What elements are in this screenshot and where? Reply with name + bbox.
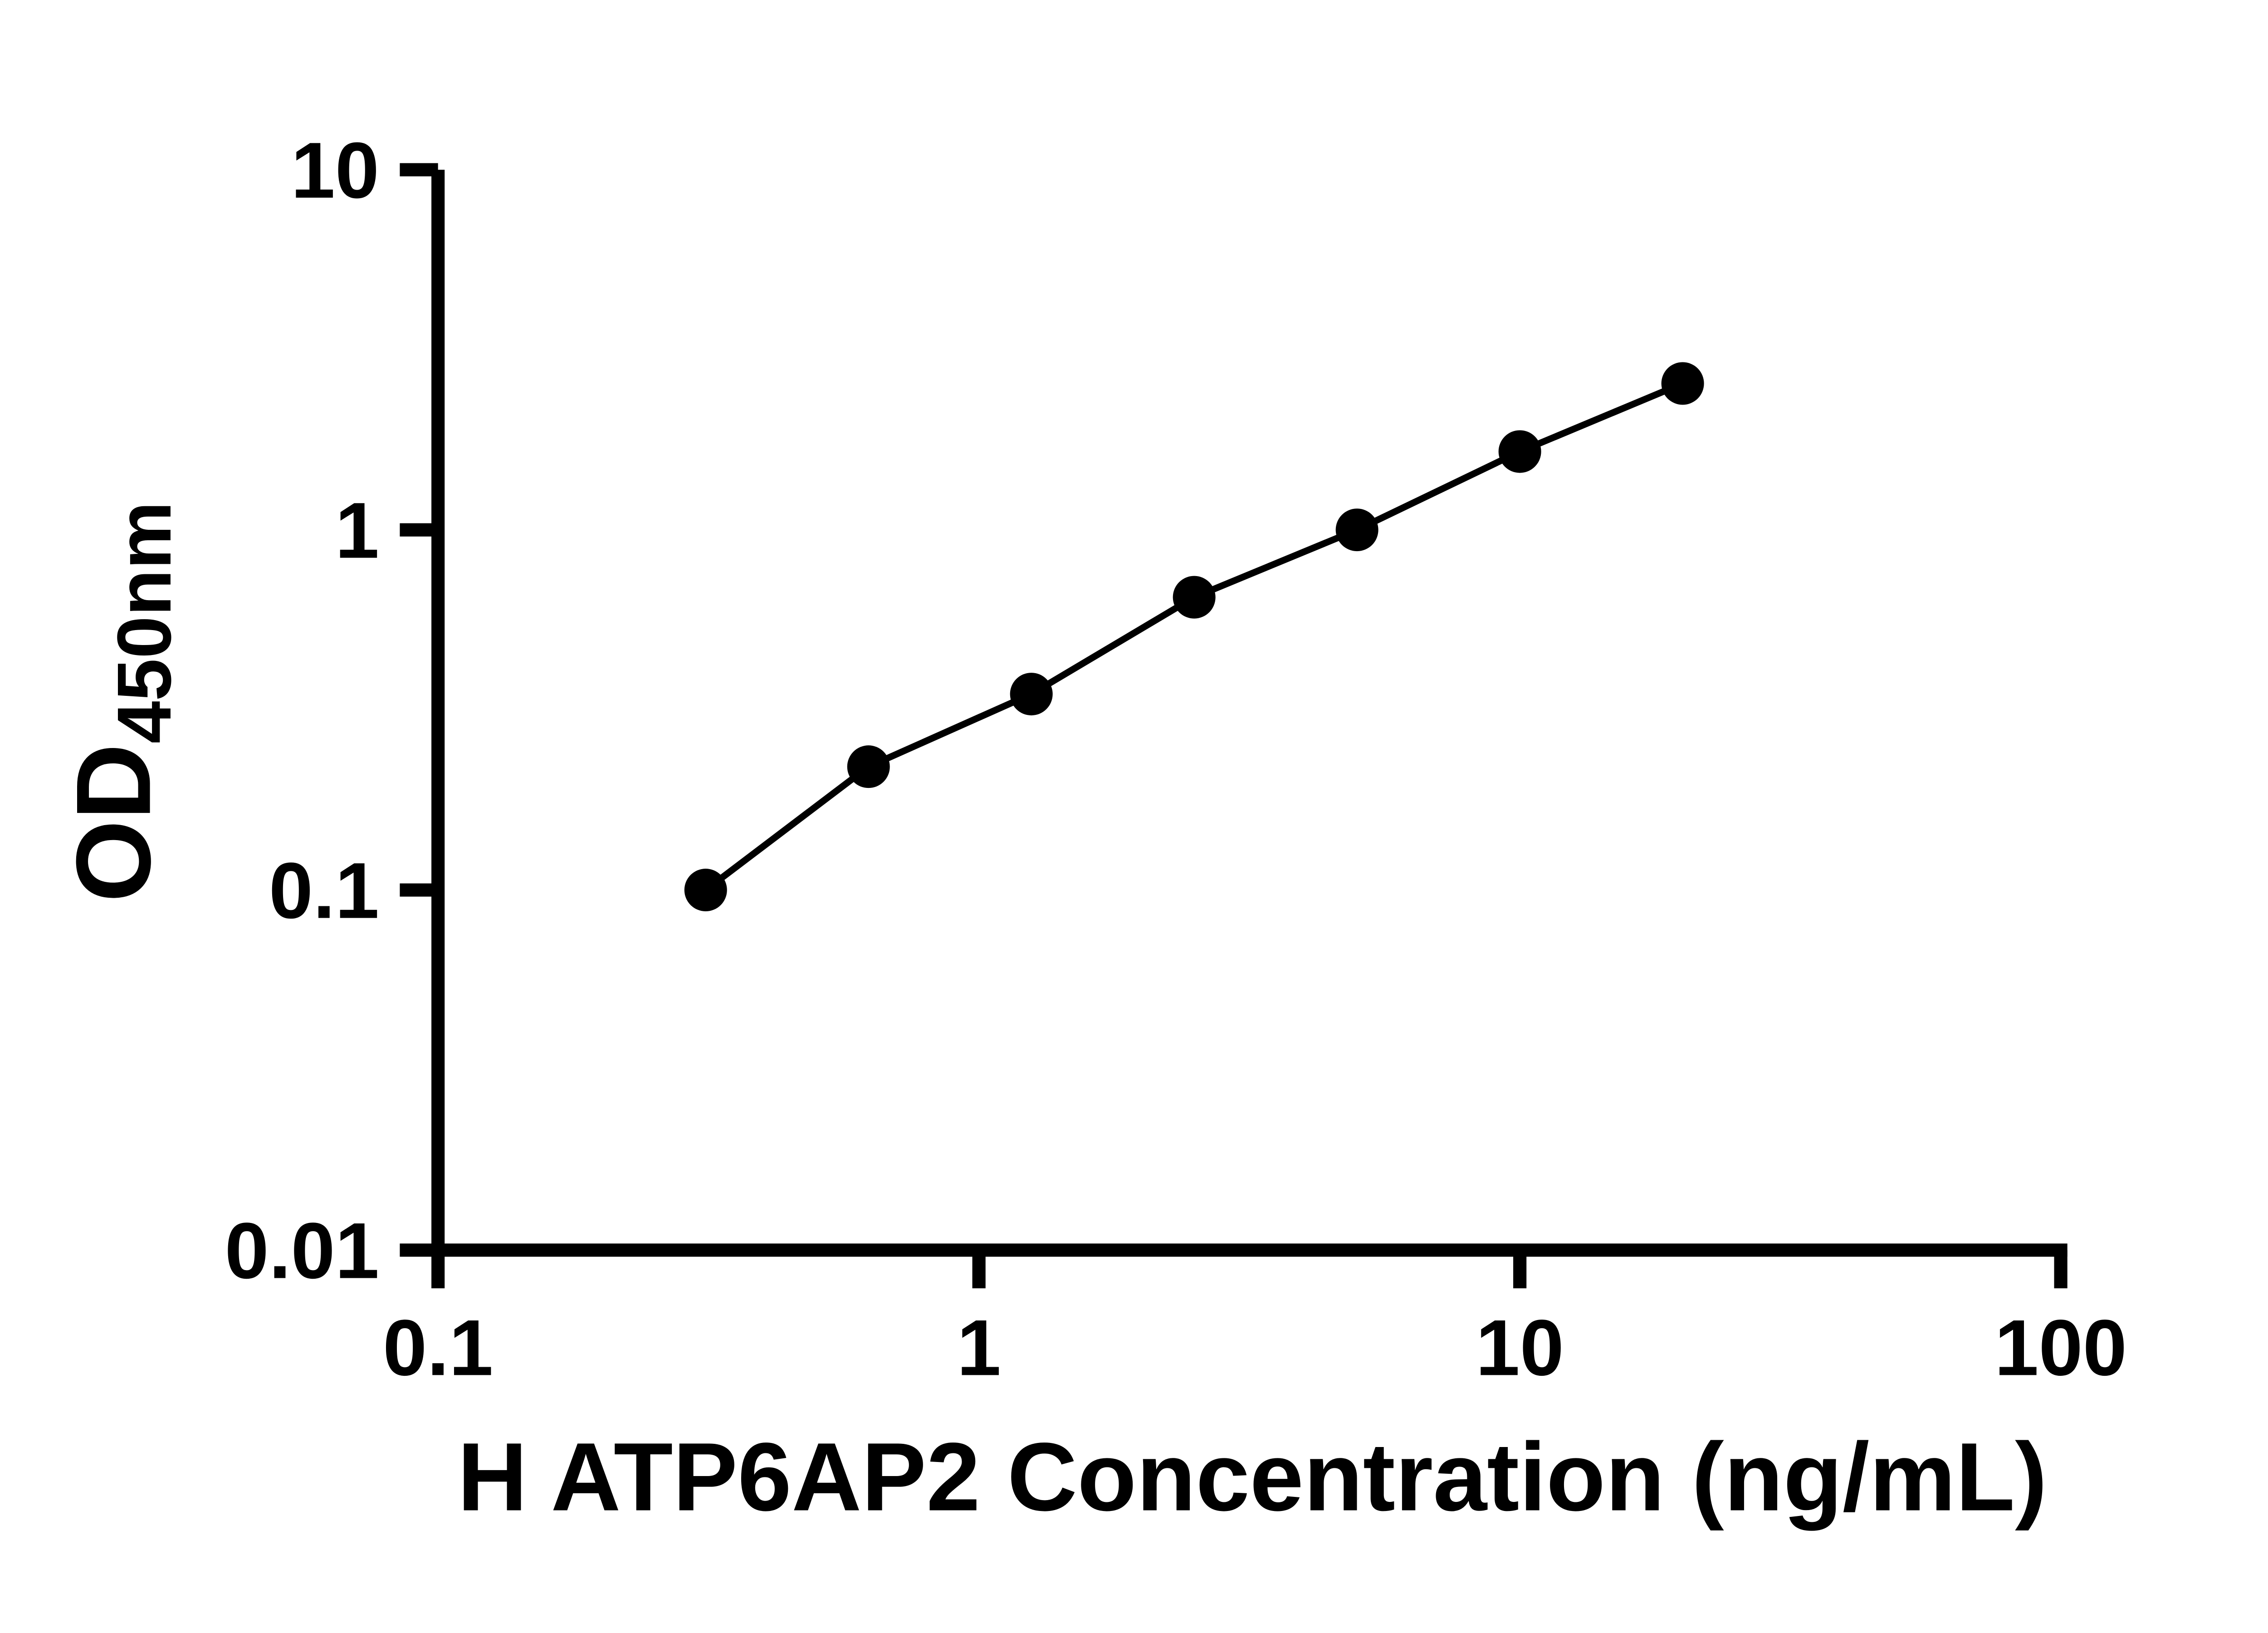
data-point xyxy=(1010,673,1053,716)
x-axis-ticks: 0.1 1 10 100 xyxy=(383,1250,2127,1392)
x-tick-label: 1 xyxy=(957,1304,1001,1392)
y-axis-title: OD450nm xyxy=(55,501,187,902)
y-tick-label: 0.1 xyxy=(269,847,379,935)
y-axis-title-subscript: 450nm xyxy=(101,501,187,743)
x-tick-label: 10 xyxy=(1476,1304,1564,1392)
data-point xyxy=(847,745,890,788)
data-point xyxy=(1661,362,1704,405)
y-tick-label: 10 xyxy=(291,127,379,215)
y-tick-label: 1 xyxy=(335,487,379,575)
x-tick-label: 100 xyxy=(1994,1304,2127,1392)
y-tick-label: 0.01 xyxy=(225,1207,379,1295)
data-point xyxy=(1498,430,1541,473)
y-axis-title-main: OD xyxy=(55,743,173,902)
y-axis-ticks: 0.01 0.1 1 10 xyxy=(225,127,438,1295)
data-series xyxy=(684,362,1704,912)
x-tick-label: 0.1 xyxy=(383,1304,493,1392)
data-point xyxy=(1335,508,1378,552)
data-point xyxy=(684,869,727,912)
data-point xyxy=(1173,576,1216,619)
x-axis-title: H ATP6AP2 Concentration (ng/mL) xyxy=(457,1423,2047,1531)
